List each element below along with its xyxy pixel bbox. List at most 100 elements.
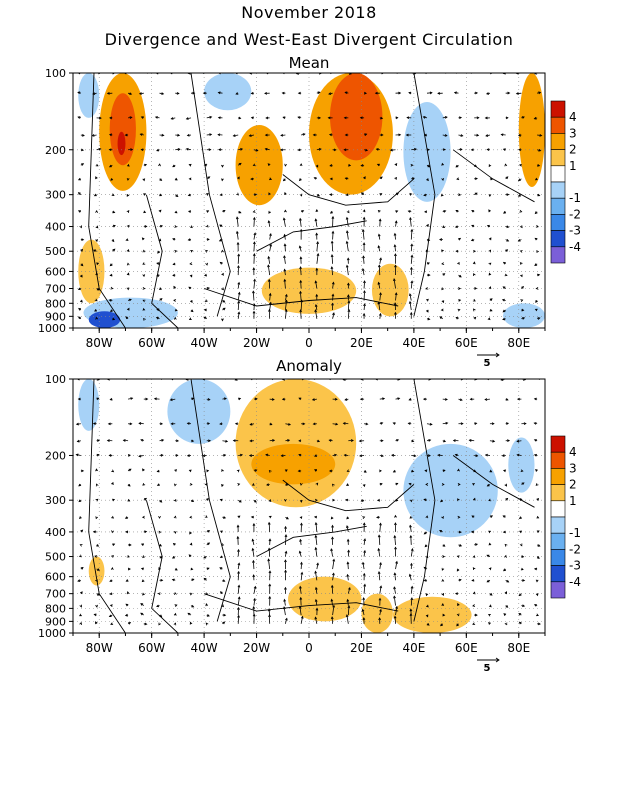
wind-vector-head — [268, 614, 271, 618]
wind-vector-head — [91, 133, 95, 137]
wind-vector-head — [77, 116, 81, 119]
wind-vector-head — [141, 579, 145, 583]
wind-vector-head — [207, 397, 211, 401]
contour-line — [413, 379, 436, 622]
wind-vector-head — [79, 225, 82, 229]
wind-vector — [283, 606, 286, 616]
wind-vector-head — [474, 287, 478, 290]
wind-vector-head — [204, 482, 208, 486]
wind-vector-head — [409, 311, 413, 315]
wind-vector-head — [237, 291, 241, 295]
wind-vector-head — [317, 193, 321, 197]
wind-vector-head — [423, 133, 427, 137]
wind-vector-head — [125, 530, 129, 534]
wind-vector-head — [490, 73, 493, 75]
wind-vector-head — [248, 454, 252, 457]
wind-vector-head — [505, 116, 509, 120]
wind-vector-head — [408, 482, 412, 486]
colorbar-label: -1 — [569, 526, 581, 540]
wind-vector — [346, 230, 349, 240]
shaded-region-1 — [109, 93, 136, 166]
wind-vector-head — [142, 178, 146, 182]
wind-vector-head — [126, 554, 130, 558]
wind-vector-head — [442, 273, 446, 276]
wind-vector-head — [81, 238, 85, 242]
wind-vector-head — [332, 498, 336, 502]
wind-vector-head — [218, 238, 222, 242]
wind-vector — [315, 547, 318, 557]
wind-vector-head — [300, 522, 303, 526]
wind-vector-head — [254, 499, 257, 503]
wind-vector-head — [344, 91, 348, 95]
wind-vector-head — [441, 287, 445, 291]
wind-vector — [393, 278, 396, 289]
shaded-region-4 — [403, 443, 498, 538]
contour-line — [256, 220, 367, 252]
wind-vector-head — [333, 148, 337, 152]
wind-vector-head — [360, 499, 364, 502]
wind-vector-head — [156, 308, 160, 312]
wind-vector-head — [397, 397, 401, 401]
wind-vector-head — [250, 515, 254, 519]
y-tick-label: 300 — [45, 189, 66, 202]
wind-vector-head — [284, 569, 287, 573]
wind-vector-head — [473, 316, 477, 320]
wind-vector-head — [458, 578, 462, 582]
wind-vector-head — [471, 515, 475, 519]
wind-vector-head — [297, 469, 301, 473]
shaded-region-5 — [508, 437, 535, 493]
wind-vector-head — [441, 177, 445, 182]
wind-vector-head — [377, 570, 381, 575]
wind-vector-head — [442, 544, 446, 547]
wind-vector-head — [221, 484, 224, 488]
wind-vector-head — [156, 483, 160, 486]
wind-vector-head — [205, 592, 209, 596]
wind-vector-head — [379, 608, 382, 612]
wind-vector — [363, 584, 366, 594]
wind-vector-head — [359, 454, 363, 458]
wind-vector-head — [520, 567, 524, 571]
wind-vector-head — [455, 249, 459, 253]
wind-vector-head — [129, 92, 133, 95]
wind-vector-head — [159, 178, 163, 181]
wind-vector-head — [160, 578, 164, 582]
wind-vector-head — [375, 148, 379, 151]
shaded-region-2 — [78, 379, 100, 431]
wind-vector — [299, 218, 302, 227]
wind-vector-head — [205, 192, 209, 196]
wind-vector-head — [191, 397, 195, 401]
wind-vector-head — [364, 91, 368, 95]
wind-vector-head — [222, 621, 226, 625]
wind-vector-head — [79, 604, 82, 608]
y-tick-label: 400 — [45, 526, 66, 539]
wind-vector-head — [206, 498, 209, 501]
wind-vector-head — [535, 300, 538, 303]
wind-vector-head — [348, 73, 352, 75]
wind-vector-head — [346, 469, 350, 472]
wind-vector — [237, 282, 240, 289]
x-tick-label: 60E — [455, 336, 478, 350]
wind-vector — [363, 303, 366, 311]
wind-vector-head — [281, 397, 285, 401]
wind-vector-head — [517, 194, 521, 197]
wind-vector-head — [535, 286, 539, 290]
wind-vector-head — [96, 379, 100, 381]
wind-vector-head — [535, 224, 539, 228]
wind-vector-head — [191, 499, 195, 503]
wind-vector-head — [283, 268, 287, 272]
wind-vector-head — [519, 209, 523, 213]
wind-vector-head — [391, 453, 395, 457]
wind-vector-head — [486, 554, 490, 558]
wind-vector-head — [330, 516, 334, 520]
wind-vector-head — [299, 482, 303, 486]
wind-vector-head — [347, 605, 351, 609]
wind-vector-head — [186, 422, 190, 425]
wind-vector-head — [536, 556, 540, 559]
wind-vector-head — [406, 116, 410, 120]
wind-vector-head — [394, 292, 398, 296]
wind-vector-head — [97, 568, 101, 571]
wind-vector-head — [395, 560, 398, 564]
wind-vector-head — [188, 317, 192, 321]
wind-vector-head — [284, 191, 287, 195]
contour-line — [88, 73, 126, 328]
